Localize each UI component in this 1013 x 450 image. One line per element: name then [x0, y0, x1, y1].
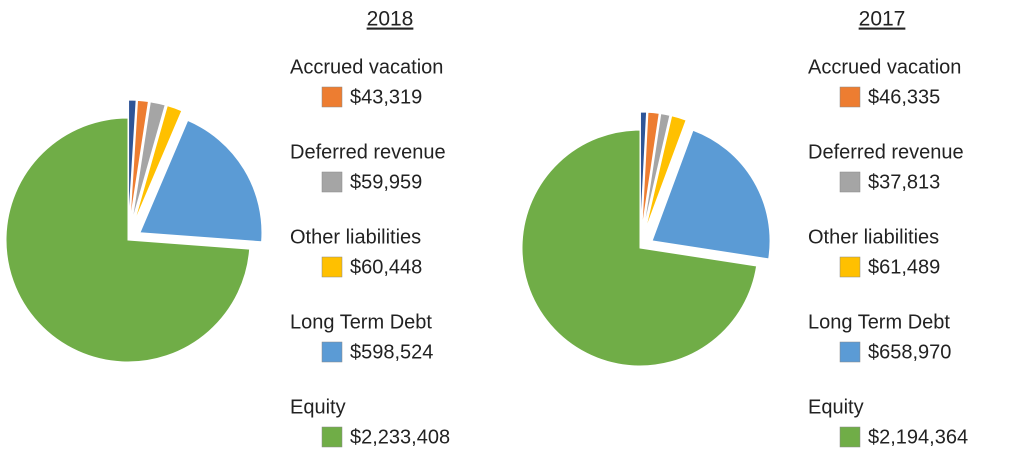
legend-label: Other liabilities: [808, 226, 939, 248]
legend-label: Equity: [808, 396, 864, 418]
pie-slice: [128, 99, 137, 223]
legend-label: Long Term Debt: [290, 311, 432, 333]
pie-slice: [131, 101, 166, 223]
legend-value: $598,524: [350, 341, 433, 363]
pie-slice: [641, 111, 660, 231]
legend-value: $2,233,408: [350, 426, 450, 448]
legend-value: $658,970: [868, 341, 951, 363]
pie-slice: [521, 129, 758, 367]
legend-value: $61,489: [868, 256, 940, 278]
legend-swatch: [321, 86, 343, 108]
legend-label: Deferred revenue: [808, 141, 964, 163]
legend-swatch: [321, 256, 343, 278]
pie-slice: [644, 115, 687, 231]
legend-swatch: [321, 341, 343, 363]
legend-value: $46,335: [868, 86, 940, 108]
legend-swatch: [839, 426, 861, 448]
legend-label: Long Term Debt: [808, 311, 950, 333]
legend-label: Other liabilities: [290, 226, 421, 248]
legend-swatch: [839, 86, 861, 108]
legend-label: Deferred revenue: [290, 141, 446, 163]
legend-value: $60,448: [350, 256, 422, 278]
legend-swatch: [839, 256, 861, 278]
legend-label: Accrued vacation: [808, 56, 961, 78]
pie-slice: [651, 129, 771, 260]
pie-slice: [5, 117, 251, 363]
pie-slice: [639, 111, 648, 231]
chart-title: 2017: [859, 8, 906, 31]
legend-value: $59,959: [350, 171, 422, 193]
legend-value: $2,194,364: [868, 426, 968, 448]
legend-value: $43,319: [350, 86, 422, 108]
legend-label: Accrued vacation: [290, 56, 443, 78]
pie-slice: [129, 99, 150, 223]
legend-swatch: [839, 171, 861, 193]
pie-slice: [642, 113, 671, 231]
legend-swatch: [321, 426, 343, 448]
legend-swatch: [839, 341, 861, 363]
pie-slice: [133, 105, 183, 224]
legend-swatch: [321, 171, 343, 193]
chart-title: 2018: [367, 8, 414, 31]
legend-value: $37,813: [868, 171, 940, 193]
pie-slice: [139, 119, 263, 243]
legend-label: Equity: [290, 396, 346, 418]
